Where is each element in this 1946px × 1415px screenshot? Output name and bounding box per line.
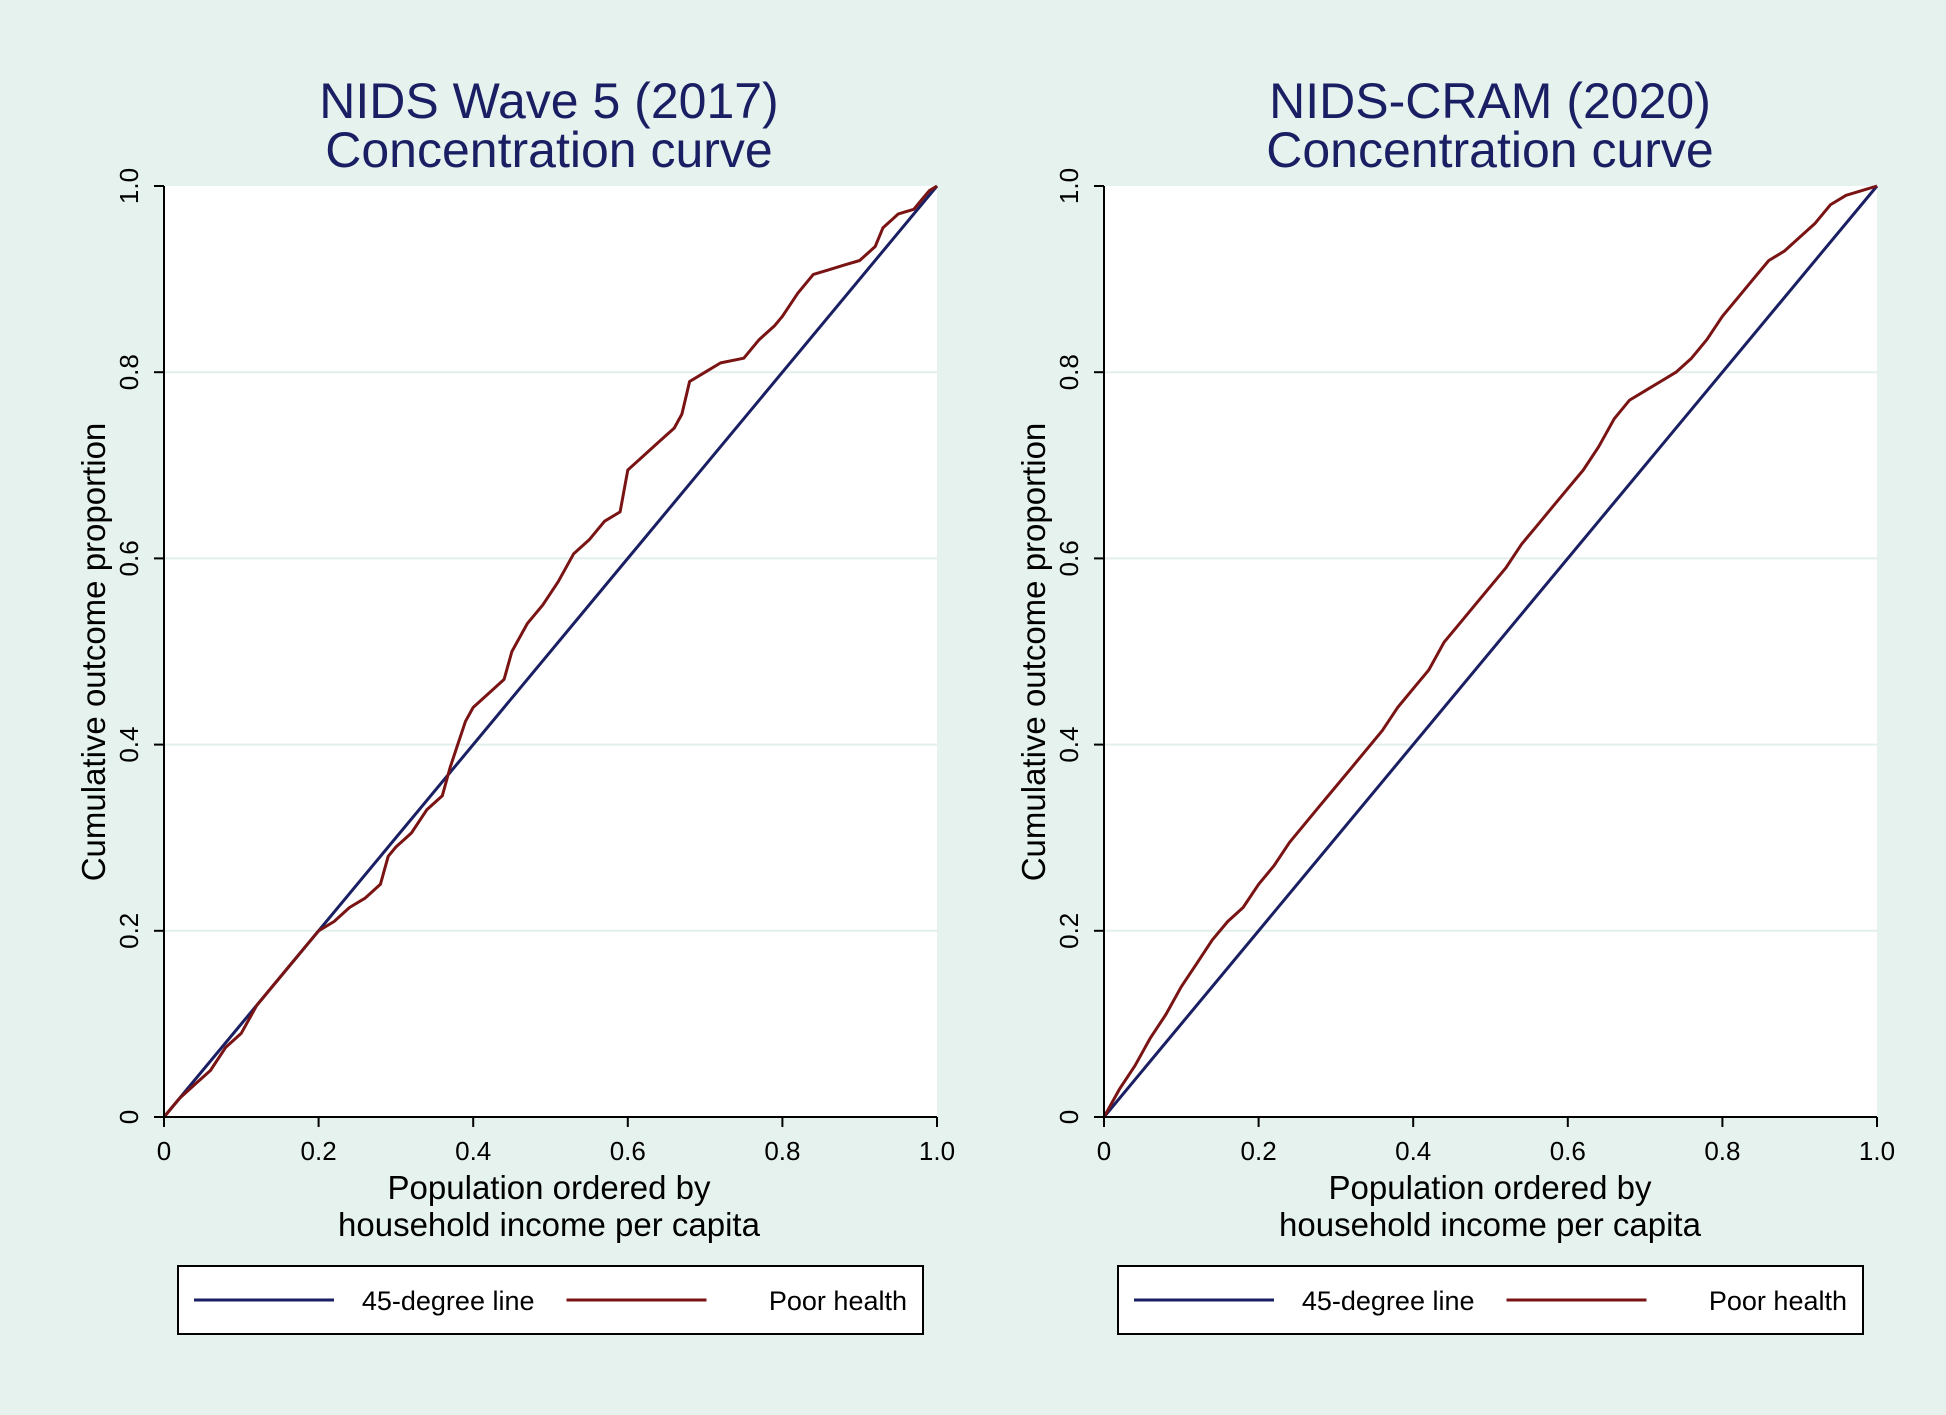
axes xyxy=(154,185,938,1127)
chart-title-line-2: Concentration curve xyxy=(1266,122,1713,178)
x-tick-label-5: 1.0 xyxy=(1859,1136,1895,1166)
chart-panel-nids-cram: NIDS-CRAM (2020) Concentration curve 0 0.… xyxy=(1015,73,1895,1335)
y-tick-label-1: 0.2 xyxy=(1054,913,1084,949)
x-tick-label-3: 0.6 xyxy=(1550,1136,1586,1166)
y-tick-label-3: 0.6 xyxy=(114,540,144,576)
x-axis-label-line-2: household income per capita xyxy=(338,1206,761,1243)
gridlines xyxy=(164,371,937,932)
tick-labels: 0 0.2 0.4 0.6 0.8 1.0 0 0.2 0.4 0.6 0.8 1.0 xyxy=(114,168,955,1166)
y-tick-label-0: 0 xyxy=(114,1110,144,1124)
series-line-45-degree-line xyxy=(1102,185,1879,1118)
legend-label-1: Poor health xyxy=(769,1286,907,1316)
tick-labels: 0 0.2 0.4 0.6 0.8 1.0 0 0.2 0.4 0.6 0.8 1.0 xyxy=(1054,168,1895,1166)
x-tick-label-4: 0.8 xyxy=(764,1136,800,1166)
y-tick-label-5: 1.0 xyxy=(114,168,144,204)
chart-title-line-1: NIDS Wave 5 (2017) xyxy=(319,73,778,129)
x-tick-label-5: 1.0 xyxy=(919,1136,955,1166)
legend: 45-degree line Poor health xyxy=(177,1265,924,1335)
y-tick-label-0: 0 xyxy=(1054,1110,1084,1124)
chart-title-line-2: Concentration curve xyxy=(325,122,772,178)
series-line-poor-health xyxy=(162,184,938,1118)
axes xyxy=(1094,185,1878,1127)
x-tick-label-2: 0.4 xyxy=(1395,1136,1431,1166)
chart-title-line-1: NIDS-CRAM (2020) xyxy=(1269,73,1711,129)
chart-panel-nids-wave-5: NIDS Wave 5 (2017) Concentration curve 0… xyxy=(75,73,955,1335)
gridlines xyxy=(1104,371,1877,932)
y-tick-label-4: 0.8 xyxy=(1054,354,1084,390)
y-tick-label-5: 1.0 xyxy=(1054,168,1084,204)
y-tick-label-4: 0.8 xyxy=(114,354,144,390)
y-tick-label-2: 0.4 xyxy=(114,727,144,763)
y-tick-label-1: 0.2 xyxy=(114,913,144,949)
x-tick-label-0: 0 xyxy=(157,1136,171,1166)
x-tick-label-1: 0.2 xyxy=(1241,1136,1277,1166)
x-axis-label-line-2: household income per capita xyxy=(1279,1206,1702,1243)
legend-label-1: Poor health xyxy=(1709,1286,1847,1316)
series-lines xyxy=(1102,184,1879,1118)
x-tick-label-2: 0.4 xyxy=(455,1136,491,1166)
legend-label-0: 45-degree line xyxy=(362,1286,535,1316)
series-line-poor-health xyxy=(1102,184,1878,1118)
x-axis-label-line-1: Population ordered by xyxy=(1329,1169,1652,1206)
x-tick-label-3: 0.6 xyxy=(610,1136,646,1166)
legend-label-0: 45-degree line xyxy=(1302,1286,1475,1316)
series-lines xyxy=(162,184,939,1118)
y-tick-label-2: 0.4 xyxy=(1054,727,1084,763)
y-axis-label: Cumulative outcome proportion xyxy=(75,423,112,882)
x-tick-label-4: 0.8 xyxy=(1704,1136,1740,1166)
legend: 45-degree line Poor health xyxy=(1117,1265,1864,1335)
x-axis-label-line-1: Population ordered by xyxy=(388,1169,711,1206)
x-tick-label-0: 0 xyxy=(1097,1136,1111,1166)
y-tick-label-3: 0.6 xyxy=(1054,540,1084,576)
y-axis-label: Cumulative outcome proportion xyxy=(1015,423,1052,882)
x-tick-label-1: 0.2 xyxy=(301,1136,337,1166)
